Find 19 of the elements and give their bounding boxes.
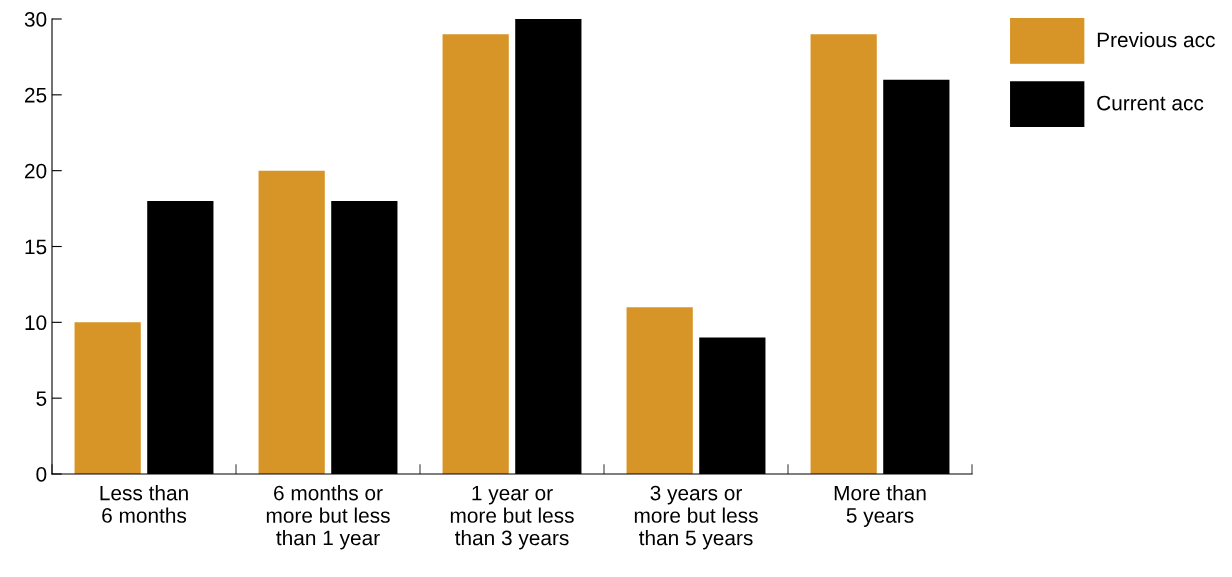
y-tick-label: 30: [24, 12, 47, 27]
x-tick-label: 6 months or more but less than 1 year: [266, 485, 390, 550]
y-tick-label: 15: [25, 239, 47, 255]
bar: [442, 34, 509, 474]
y-tick-label: 10: [25, 315, 47, 331]
bar: [74, 322, 141, 474]
y-tick-label: 5: [36, 391, 47, 406]
bar: [258, 170, 325, 474]
y-tick-label: 0: [36, 467, 47, 482]
legend-label: Previous acc: [1097, 31, 1215, 48]
x-tick-label: More than 5 years: [834, 485, 926, 527]
bar: [626, 307, 693, 474]
x-tick-label: Less than 6 months: [100, 485, 188, 523]
bar: [810, 34, 877, 474]
y-tick-label: 20: [25, 163, 47, 179]
x-tick-label: 1 year or more but less than 3 years: [450, 485, 574, 550]
legend-label: Current acc: [1097, 95, 1204, 111]
y-tick-label: 25: [25, 87, 47, 103]
x-tick-label: 3 years or more but less than 5 years: [634, 485, 758, 550]
